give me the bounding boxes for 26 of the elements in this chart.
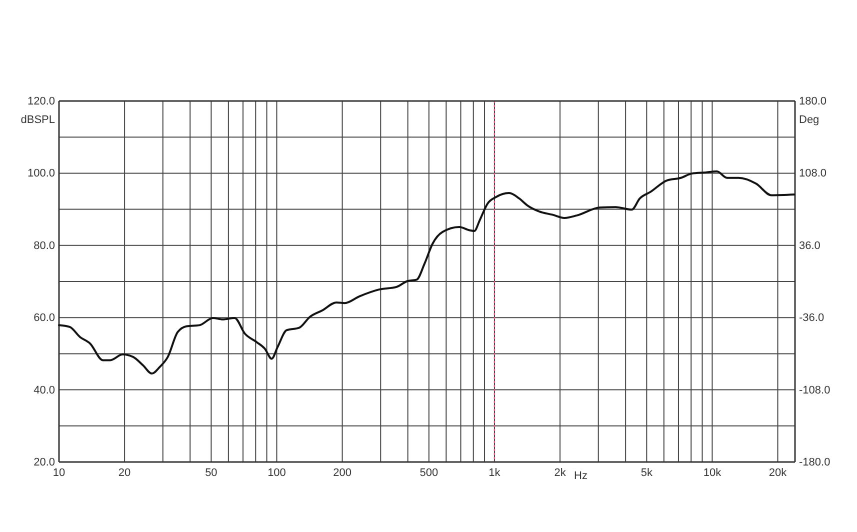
y-tick-label: 40.0 — [34, 384, 55, 396]
y2-tick-label: 180.0 — [799, 96, 827, 108]
y-tick-label: 20.0 — [34, 456, 55, 469]
y2-tick-label: -180.0 — [799, 456, 830, 469]
y2-tick-label: 108.0 — [799, 168, 827, 180]
y-tick-label: 80.0 — [34, 240, 55, 252]
x-tick-label: 5k — [640, 466, 653, 479]
x-tick-label: 200 — [333, 466, 352, 479]
x-tick-label: 20k — [768, 466, 788, 479]
y-axis-title: dBSPL — [20, 114, 55, 126]
y2-axis-title: Deg — [799, 114, 820, 126]
y-tick-label: 120.0 — [27, 96, 55, 108]
x-tick-label: 10 — [52, 466, 66, 479]
y2-tick-label: 36.0 — [799, 240, 820, 252]
y-tick-label: 60.0 — [34, 312, 55, 324]
x-tick-label: 2k — [554, 466, 566, 479]
y-tick-label: 100.0 — [27, 168, 55, 180]
x-tick-label: 20 — [118, 466, 131, 479]
x-tick-label: 50 — [205, 466, 218, 479]
x-tick-label: 500 — [420, 466, 438, 479]
y2-tick-label: -36.0 — [799, 312, 824, 324]
x-axis-title: Hz — [574, 470, 588, 482]
x-tick-label: 100 — [268, 466, 286, 479]
x-tick-label: 10k — [703, 466, 722, 479]
y2-tick-label: -108.0 — [799, 384, 830, 396]
x-tick-label: 1k — [488, 466, 501, 479]
